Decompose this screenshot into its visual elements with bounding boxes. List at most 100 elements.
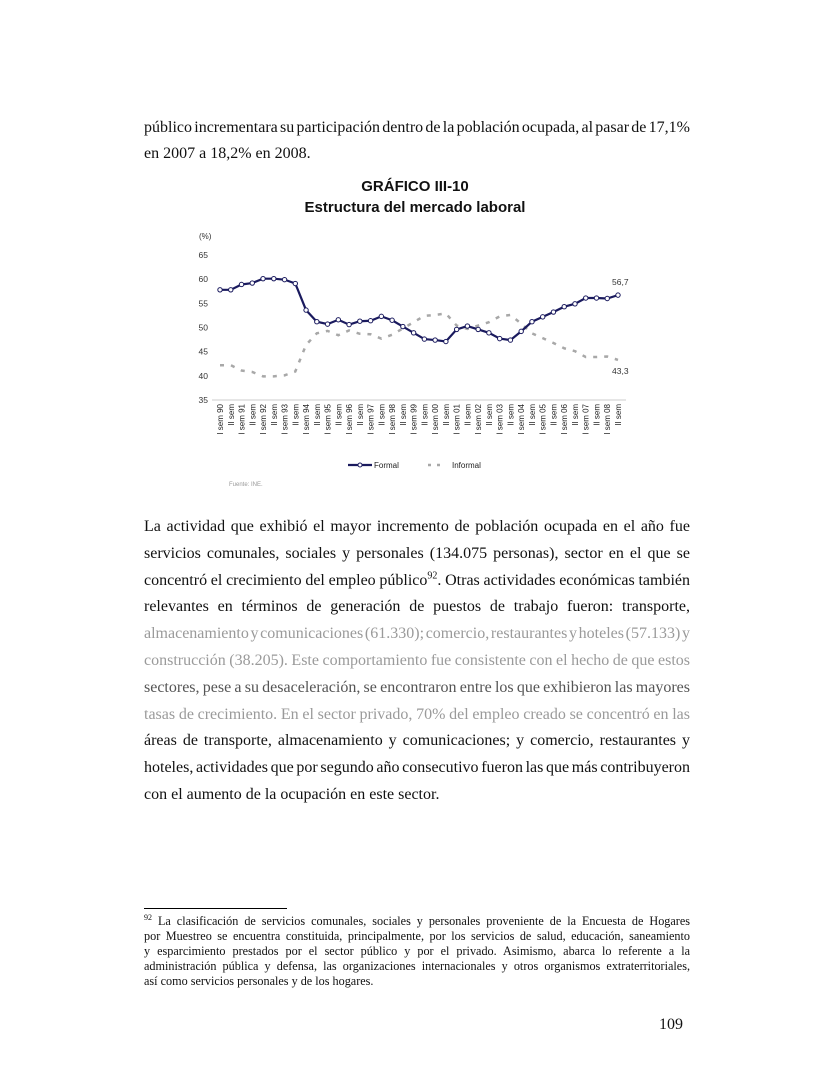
body-line: hoteles, actividades que por segundo año…	[144, 759, 690, 777]
x-tick-label: I sem 08	[603, 403, 612, 434]
body-line: La actividad que exhibió el mayor increm…	[144, 518, 690, 535]
x-tick-label: II sem	[227, 404, 236, 426]
formal-point	[453, 326, 460, 333]
formal-point	[217, 287, 223, 293]
body-line: con el aumento de la ocupación en este s…	[144, 786, 440, 803]
legend-formal-label: Formal	[374, 461, 399, 470]
formal-point	[540, 314, 546, 320]
chart-title: GRÁFICO III-10	[361, 178, 469, 195]
body-line: servicios comunales, sociales y personal…	[144, 544, 690, 562]
x-tick-label: II sem	[334, 404, 343, 426]
body-line: sectores, pese a su desaceleración, se e…	[144, 678, 690, 696]
formal-point	[421, 336, 428, 342]
x-tick-label: I sem 98	[388, 403, 397, 434]
body-line: relevantes en términos de generación de …	[144, 598, 690, 616]
x-tick-label: II sem	[270, 404, 279, 426]
x-tick-label: I sem 93	[281, 403, 290, 434]
formal-point	[400, 323, 406, 330]
formal-point	[593, 295, 600, 301]
x-tick-label: II sem	[442, 404, 451, 426]
formal-point	[475, 326, 481, 333]
data-label-informal: 43,3	[612, 366, 629, 376]
formal-point	[249, 280, 255, 286]
x-tick-label: I sem 05	[539, 403, 548, 434]
chart-subtitle: Estructura del mercado laboral	[304, 199, 526, 216]
formal-point	[518, 328, 524, 335]
formal-point	[410, 330, 417, 336]
x-tick-label: II sem	[549, 404, 558, 426]
body-line: áreas de transporte, almacenamiento y co…	[144, 732, 690, 750]
intro-line: público incrementara su participación de…	[144, 119, 691, 136]
x-tick-label: II sem	[506, 404, 515, 426]
y-tick-label: 60	[199, 274, 209, 284]
formal-point	[550, 309, 557, 315]
x-tick-label: I sem 03	[496, 403, 505, 434]
formal-point	[292, 280, 298, 287]
formal-point	[496, 335, 503, 342]
x-tick-label: II sem	[399, 404, 408, 426]
x-tick-label: I sem 07	[582, 403, 591, 434]
formal-point	[260, 275, 266, 282]
formal-point	[464, 323, 471, 329]
footnote-number: 92	[144, 912, 152, 922]
x-tick-label: I sem 95	[324, 403, 333, 434]
data-label-formal: 56,7	[612, 277, 629, 287]
footnote-line: administración pública y defensa, las or…	[144, 959, 690, 973]
body-line: almacenamiento y comunicaciones (61.330)…	[144, 625, 690, 643]
formal-point	[443, 338, 449, 345]
x-tick-label: I sem 04	[517, 403, 526, 434]
body-text: concentró el crecimiento del empleo públ…	[144, 571, 428, 589]
x-tick-label: II sem	[592, 404, 601, 426]
body-line: tasas de crecimiento. En el sector priva…	[144, 705, 691, 723]
x-tick-label: I sem 91	[238, 403, 247, 434]
x-tick-label: I sem 06	[560, 403, 569, 434]
formal-point	[561, 304, 567, 310]
formal-point	[335, 317, 342, 323]
body-line: construcción (38.205). Este comportamien…	[144, 652, 691, 669]
y-tick-label: 35	[199, 395, 209, 405]
formal-point	[324, 321, 331, 327]
formal-point	[615, 292, 621, 298]
x-tick-label: I sem 90	[216, 403, 225, 434]
x-tick-label: I sem 97	[367, 403, 376, 434]
x-tick-label: II sem	[528, 404, 537, 426]
body-line: concentró el crecimiento del empleo públ…	[144, 571, 690, 591]
legend-informal-label: Informal	[452, 461, 481, 470]
footnote-line: 92 La clasificación de servicios comunal…	[144, 912, 690, 929]
footnote-line: por Muestreo se encuentra constituida, p…	[144, 929, 690, 943]
footnote-text: La clasificación de servicios comunales,…	[157, 914, 690, 928]
x-tick-label: II sem	[614, 404, 623, 426]
y-tick-label: 40	[199, 371, 209, 381]
x-tick-label: I sem 01	[453, 403, 462, 434]
series-informal-line	[220, 312, 619, 378]
formal-point	[367, 318, 374, 324]
y-tick-label: 50	[199, 323, 209, 333]
formal-point	[346, 321, 352, 328]
formal-point	[389, 317, 395, 323]
formal-point	[604, 295, 610, 302]
page-number: 109	[659, 1016, 683, 1033]
y-axis-label: (%)	[199, 232, 212, 241]
formal-point	[507, 337, 514, 343]
formal-point	[228, 287, 234, 293]
footnote-divider	[144, 908, 287, 909]
series-formal-line	[220, 277, 619, 343]
x-tick-label: I sem 00	[431, 403, 440, 434]
body-text: . Otras actividades económicas también	[437, 571, 690, 589]
formal-point	[486, 330, 492, 336]
x-tick-label: I sem 96	[345, 403, 354, 434]
x-tick-label: II sem	[313, 404, 322, 426]
x-tick-label: II sem	[291, 404, 300, 426]
x-tick-label: II sem	[485, 404, 494, 426]
formal-point	[271, 275, 277, 282]
chart-source: Fuente: INE.	[229, 482, 263, 488]
intro-line: en 2007 a 18,2% en 2008.	[144, 145, 311, 162]
formal-point	[572, 301, 578, 307]
x-tick-label: I sem 02	[474, 403, 483, 434]
x-tick-label: II sem	[420, 404, 429, 426]
formal-point	[303, 307, 309, 313]
formal-point	[357, 318, 363, 324]
legend-formal-marker	[357, 462, 363, 468]
formal-point	[314, 319, 320, 325]
